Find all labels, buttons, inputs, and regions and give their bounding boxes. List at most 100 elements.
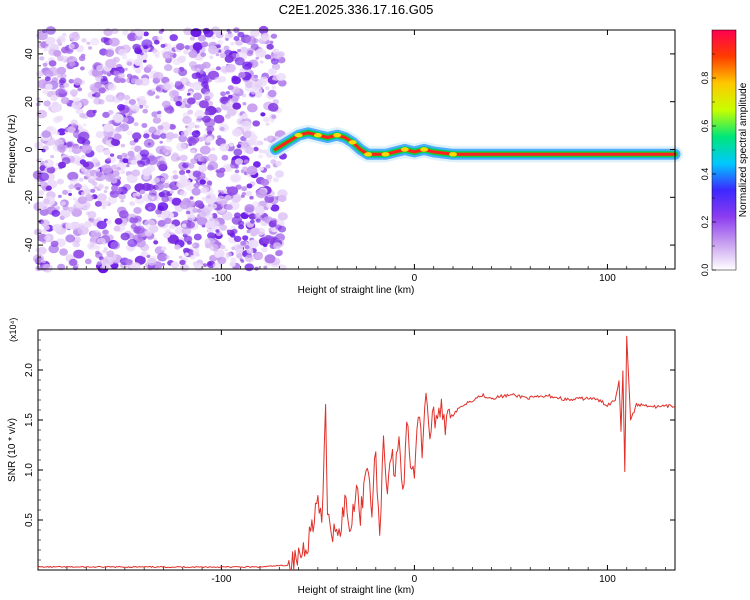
- noise-blob: [135, 29, 145, 37]
- noise-blob: [69, 89, 78, 97]
- noise-blob: [42, 263, 53, 273]
- noise-blob: [215, 229, 220, 233]
- noise-blob: [107, 195, 118, 205]
- noise-blob: [132, 43, 141, 51]
- noise-blob: [267, 102, 279, 112]
- noise-blob: [212, 214, 218, 219]
- noise-blob: [183, 27, 193, 36]
- noise-blob: [160, 133, 167, 139]
- ridge-peak: [348, 140, 357, 145]
- ridge-peak: [294, 133, 303, 138]
- snr-x-tick-label: 0: [412, 574, 418, 585]
- noise-blob: [142, 168, 152, 177]
- noise-blob: [219, 52, 226, 59]
- noise-blob: [157, 252, 168, 262]
- noise-blob: [39, 181, 48, 189]
- noise-blob: [205, 212, 214, 219]
- noise-blob: [157, 125, 164, 131]
- noise-blob: [163, 182, 170, 189]
- noise-blob: [188, 143, 192, 147]
- noise-blob: [78, 131, 90, 141]
- noise-blob: [190, 149, 196, 154]
- noise-blob: [96, 193, 107, 202]
- noise-blob: [56, 178, 64, 185]
- noise-blob: [187, 97, 196, 105]
- noise-blob: [45, 83, 53, 91]
- noise-blob: [270, 204, 280, 212]
- snr-axes: -100 0 100 0.5 1.0 1.5 2.0: [24, 330, 675, 585]
- noise-blob: [268, 227, 273, 232]
- noise-blob: [252, 120, 260, 127]
- spectrogram-x-tick-label: 100: [599, 273, 616, 284]
- noise-blob: [191, 72, 200, 80]
- noise-blob: [135, 69, 141, 74]
- noise-blob: [179, 154, 188, 162]
- noise-blob: [245, 190, 252, 197]
- noise-blob: [50, 155, 54, 159]
- noise-blob: [251, 81, 262, 90]
- noise-blob: [125, 258, 133, 266]
- noise-blob: [254, 91, 263, 98]
- noise-blob: [221, 211, 233, 221]
- noise-blob: [127, 150, 135, 157]
- noise-blob: [263, 216, 270, 222]
- noise-blob: [231, 174, 240, 182]
- noise-blob: [63, 82, 70, 88]
- noise-blob: [209, 55, 214, 60]
- noise-blob: [194, 110, 205, 119]
- noise-blob: [175, 100, 182, 107]
- colorbar-bar: [711, 29, 737, 271]
- noise-blob: [269, 40, 274, 44]
- noise-blob: [102, 249, 107, 254]
- colorbar: 0.0 0.2 0.4 0.6 0.8 Normalized spectral ampl…: [700, 29, 749, 276]
- noise-blob: [226, 229, 231, 233]
- noise-blob: [181, 80, 187, 85]
- noise-blob: [68, 192, 72, 196]
- noise-blob: [43, 100, 51, 107]
- noise-blob: [59, 209, 71, 219]
- noise-blob: [134, 78, 143, 86]
- noise-blob: [103, 230, 108, 234]
- noise-blob: [265, 164, 271, 169]
- noise-blob: [160, 43, 166, 48]
- noise-blob: [176, 142, 187, 152]
- ridge-peak: [400, 147, 409, 152]
- noise-blob: [142, 108, 148, 114]
- noise-blob: [68, 79, 75, 84]
- noise-blob: [163, 232, 171, 239]
- noise-blob: [210, 147, 216, 152]
- noise-blob: [93, 185, 98, 190]
- noise-blob: [219, 96, 229, 104]
- noise-blob: [227, 85, 234, 91]
- noise-blob: [179, 263, 190, 272]
- noise-blob: [185, 210, 191, 215]
- noise-blob: [253, 161, 261, 168]
- noise-blob: [67, 171, 79, 181]
- noise-blob: [225, 204, 233, 211]
- noise-blob: [68, 32, 80, 42]
- noise-blob: [206, 125, 215, 133]
- noise-blob: [193, 182, 200, 189]
- noise-blob: [152, 116, 162, 124]
- noise-blob: [272, 177, 279, 183]
- noise-blob: [195, 130, 200, 134]
- noise-blob: [254, 252, 264, 260]
- noise-blob: [164, 64, 173, 72]
- noise-blob: [184, 45, 191, 50]
- spectrogram-y-label: Frequency (Hz): [7, 115, 18, 184]
- noise-blob: [43, 206, 48, 210]
- noise-blob: [254, 213, 261, 219]
- noise-blob: [203, 91, 214, 100]
- noise-blob: [198, 165, 208, 172]
- noise-blob: [77, 196, 87, 205]
- noise-blob: [43, 198, 51, 205]
- noise-blob: [253, 140, 261, 147]
- snr-frame: [37, 329, 676, 571]
- noise-blob: [144, 230, 153, 237]
- noise-blob: [91, 181, 98, 186]
- noise-blob: [241, 192, 247, 196]
- noise-blob: [113, 225, 121, 232]
- noise-blob: [172, 58, 181, 66]
- noise-blob: [161, 246, 167, 251]
- noise-blob: [231, 246, 236, 250]
